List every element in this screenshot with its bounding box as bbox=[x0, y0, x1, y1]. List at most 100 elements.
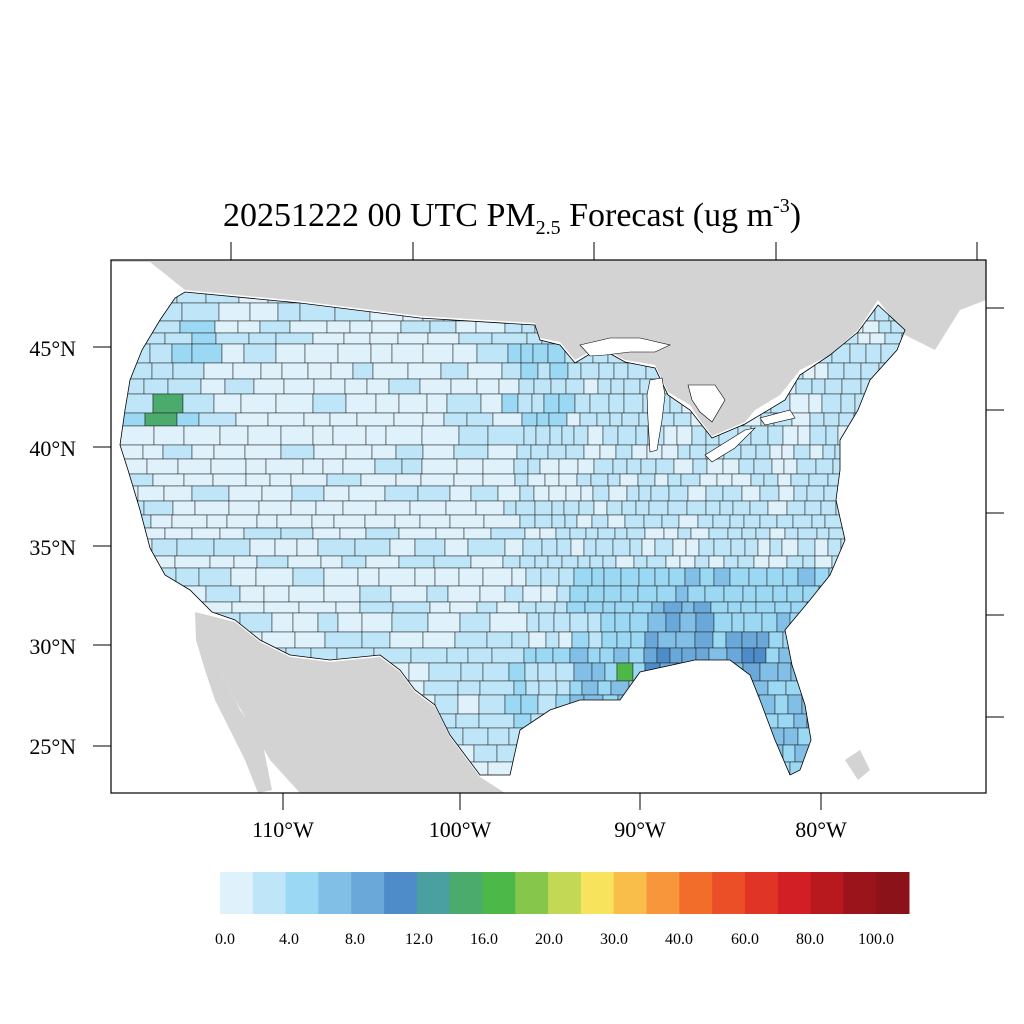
county-cell bbox=[517, 393, 533, 414]
county-cell bbox=[320, 555, 343, 569]
county-cell bbox=[797, 567, 816, 587]
county-cell bbox=[578, 500, 595, 516]
county-cell bbox=[407, 362, 442, 380]
county-cell bbox=[393, 412, 424, 427]
county-cell bbox=[782, 744, 796, 763]
county-cell bbox=[827, 362, 845, 380]
county-cell bbox=[730, 538, 746, 557]
county-cell bbox=[811, 514, 826, 529]
county-cell bbox=[422, 631, 456, 649]
county-cell bbox=[164, 527, 193, 540]
county-cell bbox=[797, 527, 818, 540]
county-cell bbox=[551, 514, 566, 529]
county-cell bbox=[427, 612, 461, 633]
county-cell bbox=[521, 412, 538, 427]
map-plot-area bbox=[111, 260, 986, 793]
county-cell bbox=[753, 647, 767, 664]
county-cell bbox=[502, 555, 521, 569]
county-cell bbox=[750, 473, 765, 487]
county-cell bbox=[525, 680, 540, 696]
county-cell bbox=[786, 555, 804, 569]
county-cell bbox=[597, 680, 612, 696]
great-lakes bbox=[579, 337, 796, 463]
county-cell bbox=[612, 458, 628, 475]
county-cell bbox=[640, 458, 657, 475]
county-cell bbox=[620, 585, 639, 603]
county-cell bbox=[661, 514, 680, 529]
county-cell bbox=[191, 332, 217, 345]
county-cell bbox=[341, 555, 367, 569]
county-cell bbox=[144, 527, 166, 540]
county-cell bbox=[569, 612, 589, 633]
lat-label-40: 40°N bbox=[29, 436, 76, 461]
county-cell bbox=[590, 473, 609, 487]
county-cell bbox=[520, 343, 534, 364]
county-cell bbox=[755, 585, 774, 603]
county-cell bbox=[218, 302, 251, 322]
county-cell bbox=[455, 713, 480, 729]
county-cell bbox=[283, 378, 315, 395]
county-cell bbox=[317, 538, 356, 557]
county-cell bbox=[449, 514, 485, 529]
county-cell bbox=[814, 538, 829, 557]
county-cell bbox=[789, 393, 810, 414]
county-cell bbox=[641, 538, 656, 557]
county-cell bbox=[256, 555, 289, 569]
county-cell bbox=[503, 500, 517, 516]
county-cell bbox=[302, 458, 324, 475]
county-cell bbox=[759, 514, 778, 529]
county-cell bbox=[519, 485, 535, 502]
county-cell bbox=[525, 567, 542, 587]
county-cell bbox=[375, 500, 411, 516]
county-cell bbox=[687, 485, 707, 502]
county-cell bbox=[504, 694, 522, 715]
county-cell bbox=[361, 631, 391, 649]
county-cell bbox=[329, 412, 358, 427]
county-cell bbox=[537, 362, 551, 380]
county-cell bbox=[569, 647, 589, 664]
county-cell bbox=[609, 412, 623, 427]
county-cell bbox=[408, 662, 430, 682]
county-cell bbox=[429, 320, 457, 334]
county-cell bbox=[573, 662, 593, 682]
county-cell bbox=[276, 514, 313, 529]
county-cell bbox=[777, 473, 792, 487]
county-cell bbox=[676, 425, 693, 446]
county-cell bbox=[522, 585, 542, 603]
county-cell bbox=[603, 585, 622, 603]
county-cell bbox=[194, 500, 230, 516]
county-cell bbox=[561, 425, 575, 446]
county-cell bbox=[646, 555, 667, 569]
county-cell bbox=[566, 601, 586, 614]
county-cell bbox=[326, 473, 362, 487]
colorbar-label-5: 20.0 bbox=[535, 931, 563, 948]
county-cell bbox=[458, 425, 489, 446]
county-cell bbox=[460, 662, 484, 682]
county-cell bbox=[446, 647, 469, 664]
county-cell bbox=[307, 362, 332, 380]
county-cell bbox=[574, 393, 591, 414]
county-cell bbox=[651, 601, 665, 614]
county-cell bbox=[434, 567, 460, 587]
county-cell bbox=[797, 538, 816, 557]
county-cell bbox=[492, 412, 523, 427]
county-cell bbox=[809, 425, 827, 446]
county-cell bbox=[541, 538, 558, 557]
county-cell bbox=[552, 647, 571, 664]
county-cell bbox=[290, 500, 317, 516]
county-cell bbox=[428, 662, 462, 682]
county-cell bbox=[342, 500, 377, 516]
county-cell bbox=[865, 343, 882, 364]
county-cell bbox=[731, 612, 745, 633]
county-cell bbox=[705, 500, 721, 516]
county-cell bbox=[433, 555, 472, 569]
county-cell bbox=[298, 601, 337, 614]
canada-land bbox=[111, 260, 986, 436]
county-cell bbox=[678, 514, 699, 529]
county-cell bbox=[713, 612, 733, 633]
county-cell bbox=[809, 412, 825, 427]
colorbar-label-6: 30.0 bbox=[600, 931, 628, 948]
county-cell bbox=[281, 362, 309, 380]
county-cell bbox=[774, 694, 789, 715]
